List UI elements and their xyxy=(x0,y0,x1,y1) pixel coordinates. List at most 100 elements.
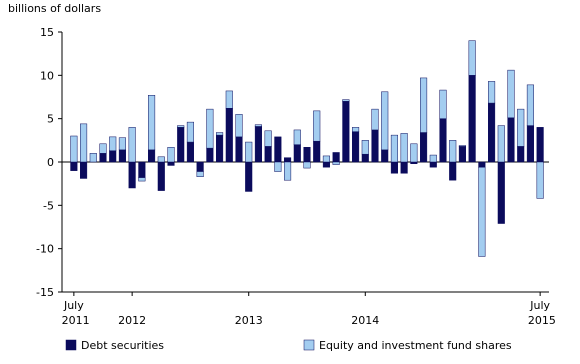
bar xyxy=(449,161,457,181)
bar xyxy=(70,135,78,163)
bar xyxy=(274,136,282,163)
bar xyxy=(186,121,194,143)
bar xyxy=(177,125,185,128)
y-tick-label: 0 xyxy=(47,156,54,169)
x-tick-label: July 2011 xyxy=(58,299,90,327)
bar xyxy=(429,154,437,163)
bar xyxy=(148,149,156,163)
bar xyxy=(361,140,369,155)
bar xyxy=(488,81,496,104)
bar xyxy=(109,150,117,163)
bar xyxy=(410,143,418,163)
bar xyxy=(468,40,476,76)
bar xyxy=(148,95,156,151)
bar xyxy=(439,89,447,119)
y-tick-label: -5 xyxy=(43,199,54,212)
bar xyxy=(400,133,408,163)
bar xyxy=(517,146,525,163)
bar xyxy=(361,153,369,163)
bar xyxy=(332,152,340,163)
bar xyxy=(526,125,534,163)
bar xyxy=(342,99,350,102)
bar xyxy=(109,136,117,151)
bar xyxy=(313,140,321,163)
bar xyxy=(488,102,496,163)
bar xyxy=(468,75,476,163)
bar xyxy=(342,101,350,163)
y-tick-label: -15 xyxy=(36,286,54,299)
bar xyxy=(80,123,88,163)
bar xyxy=(458,146,466,163)
bar xyxy=(235,136,243,163)
bar xyxy=(410,161,418,164)
bar xyxy=(216,134,224,163)
bar xyxy=(332,161,340,165)
bar xyxy=(196,161,204,172)
bar xyxy=(254,124,262,127)
bar xyxy=(118,137,126,151)
bar xyxy=(196,171,204,177)
bar xyxy=(118,149,126,163)
bar xyxy=(322,155,330,163)
bar xyxy=(186,141,194,163)
bar xyxy=(245,161,253,192)
bar xyxy=(167,147,175,163)
bar xyxy=(245,141,253,163)
legend-swatch xyxy=(65,339,77,351)
y-tick-label: -10 xyxy=(36,243,54,256)
bar xyxy=(420,77,428,133)
x-tick-label: 2013 xyxy=(235,314,263,327)
y-tick-label: 5 xyxy=(47,113,54,126)
bar xyxy=(313,110,321,142)
y-tick-label: 10 xyxy=(40,69,54,82)
bar xyxy=(89,153,97,163)
bar xyxy=(517,108,525,147)
bar xyxy=(70,161,78,171)
bar xyxy=(449,140,457,163)
x-tick-label: 2012 xyxy=(118,314,146,327)
bar xyxy=(507,69,515,119)
bar xyxy=(99,153,107,163)
bar xyxy=(225,90,233,109)
bar xyxy=(293,129,301,145)
y-tick-label: 15 xyxy=(40,26,54,39)
bar xyxy=(138,177,146,182)
bar xyxy=(138,161,146,178)
legend-swatch xyxy=(303,339,315,351)
bar xyxy=(167,161,175,166)
bar xyxy=(264,130,272,147)
bar xyxy=(284,157,292,163)
bar xyxy=(381,91,389,151)
bar xyxy=(157,161,165,191)
bar xyxy=(128,127,136,163)
x-tick-label: July 2015 xyxy=(524,299,556,327)
bar xyxy=(400,161,408,174)
bar xyxy=(177,127,185,163)
bar xyxy=(507,117,515,163)
bar xyxy=(536,161,544,199)
bar xyxy=(157,156,165,163)
bar xyxy=(274,161,282,172)
bar xyxy=(284,161,292,181)
bar xyxy=(536,127,544,163)
bar xyxy=(497,125,505,163)
bar xyxy=(352,127,360,132)
bar xyxy=(254,126,262,163)
x-tick-label: 2014 xyxy=(351,314,379,327)
bar xyxy=(390,134,398,163)
bar xyxy=(216,132,224,136)
bar xyxy=(371,108,379,131)
bar xyxy=(381,149,389,163)
bar xyxy=(206,147,214,163)
y-axis-label: billions of dollars xyxy=(8,2,101,15)
bar xyxy=(478,161,486,168)
bar xyxy=(439,118,447,163)
bar xyxy=(99,143,107,154)
bar xyxy=(80,161,88,179)
bar xyxy=(352,131,360,163)
bar xyxy=(293,144,301,163)
bar xyxy=(478,166,486,257)
bar xyxy=(303,161,311,169)
bar xyxy=(526,84,534,126)
